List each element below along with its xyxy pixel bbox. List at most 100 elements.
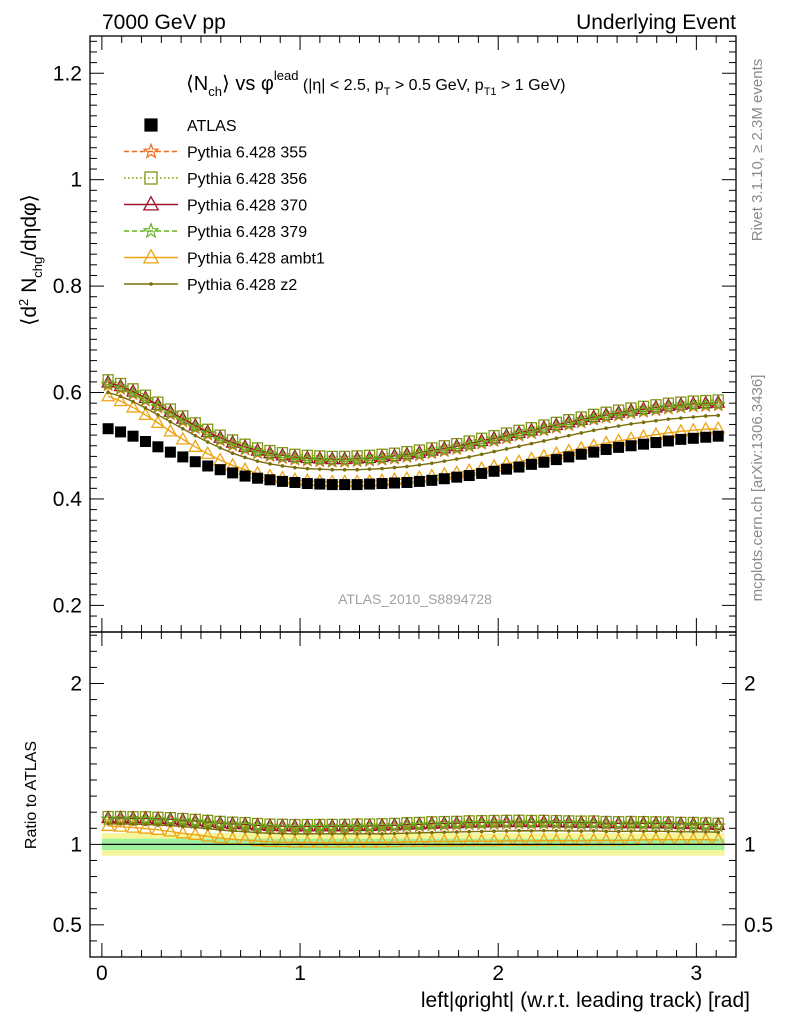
point-z2-28 xyxy=(454,457,459,461)
ratio-y-tick-label-left: 2 xyxy=(70,672,82,695)
point-z2-44 xyxy=(654,418,658,423)
point-z2-35 xyxy=(542,439,546,443)
ratio-point-p379-14 xyxy=(275,819,290,834)
point-ATLAS-28 xyxy=(451,471,463,483)
ratio-point-p379-24 xyxy=(399,817,415,832)
point-ATLAS-4 xyxy=(152,441,164,453)
header-left: 7000 GeV pp xyxy=(102,11,226,34)
ratio-point-z2-32 xyxy=(504,829,509,833)
point-z2-18 xyxy=(330,467,335,472)
ratio-point-z2-0 xyxy=(106,822,110,826)
ratio-point-ambt1-12 xyxy=(250,833,265,847)
ratio-point-p379-9 xyxy=(212,816,228,831)
series-z2 xyxy=(106,390,721,472)
ratio-point-p379-44 xyxy=(648,816,664,831)
ratio-point-z2-20 xyxy=(355,832,359,836)
point-p379-35 xyxy=(536,421,552,436)
point-p379-36 xyxy=(549,418,564,433)
legend-label-z2: Pythia 6.428 z2 xyxy=(187,277,297,294)
legend-label-ATLAS: ATLAS xyxy=(187,118,237,135)
point-p379-31 xyxy=(486,432,502,447)
ylabel-part-sup: 2 xyxy=(16,299,31,306)
point-ATLAS-2 xyxy=(127,430,139,442)
ratio-line-z2 xyxy=(108,823,719,835)
ratio-point-p379-43 xyxy=(636,816,651,831)
ratio-point-ambt1-25 xyxy=(412,833,427,847)
ratio-point-p379-49 xyxy=(710,818,726,832)
analysis-watermark: ATLAS_2010_S8894728 xyxy=(338,591,492,607)
ratio-point-p379-28 xyxy=(449,816,465,831)
point-ATLAS-30 xyxy=(476,467,488,479)
point-ATLAS-7 xyxy=(189,456,201,468)
ratio-point-p379-30 xyxy=(474,815,489,830)
point-ATLAS-17 xyxy=(314,478,326,490)
point-ATLAS-0 xyxy=(102,423,114,435)
point-ATLAS-45 xyxy=(662,435,674,447)
point-z2-5 xyxy=(168,420,173,424)
ratio-point-z2-2 xyxy=(131,822,135,826)
ratio-y-tick-label-right: 2 xyxy=(744,672,756,695)
ratio-point-z2-41 xyxy=(616,829,621,834)
legend-entry-z2: Pythia 6.428 z2 xyxy=(124,277,297,294)
point-ambt1-3 xyxy=(138,407,153,421)
ratio-y-tick-label-right: 0.5 xyxy=(744,914,773,937)
point-ambt1-2 xyxy=(125,399,141,413)
point-z2-7 xyxy=(193,433,198,438)
ratio-point-ambt1-3 xyxy=(138,820,153,834)
point-ATLAS-35 xyxy=(538,456,550,468)
point-ATLAS-46 xyxy=(675,433,687,445)
ratio-point-z2-42 xyxy=(629,829,633,833)
ratio-point-p379-37 xyxy=(561,815,577,830)
point-z2-2 xyxy=(131,399,135,404)
point-ambt1-0 xyxy=(101,388,116,402)
x-axis-label: left|φright| (w.r.t. leading track) [rad… xyxy=(421,989,750,1012)
legend-entry-p370: Pythia 6.428 370 xyxy=(124,195,307,215)
point-z2-0 xyxy=(106,390,110,395)
title-n-sub: ch xyxy=(208,84,222,99)
point-z2-22 xyxy=(380,466,384,471)
ratio-point-p379-10 xyxy=(225,817,240,832)
ratio-point-z2-25 xyxy=(417,831,422,835)
point-p379-28 xyxy=(449,440,465,455)
point-p379-32 xyxy=(499,429,514,444)
rivet-label: Rivet 3.1.10, ≥ 2.3M events xyxy=(749,59,766,242)
ratio-point-p379-23 xyxy=(387,818,402,833)
point-ATLAS-14 xyxy=(276,475,288,487)
point-ATLAS-12 xyxy=(252,472,264,484)
ratio-point-p379-40 xyxy=(598,816,614,831)
point-ATLAS-40 xyxy=(600,443,612,455)
ratio-point-ambt1-7 xyxy=(188,826,203,840)
point-z2-48 xyxy=(703,414,708,418)
ratio-point-ambt1-16 xyxy=(300,834,315,848)
ratio-point-z2-46 xyxy=(679,830,683,834)
point-z2-17 xyxy=(317,467,322,471)
legend: ATLAS Pythia 6.428 355 Pythia 6.428 356 Pyt… xyxy=(124,118,325,294)
point-z2-27 xyxy=(442,459,447,463)
ratio-point-ambt1-32 xyxy=(499,832,514,846)
point-z2-37 xyxy=(566,433,571,438)
ratio-point-ambt1-36 xyxy=(549,832,564,846)
legend-label-p356: Pythia 6.428 356 xyxy=(187,171,307,188)
ratio-point-z2-31 xyxy=(492,829,496,834)
point-ATLAS-10 xyxy=(227,467,239,479)
point-ATLAS-16 xyxy=(301,478,313,490)
point-z2-24 xyxy=(405,464,409,469)
legend-marker-p370 xyxy=(142,195,160,211)
point-ATLAS-25 xyxy=(413,475,425,487)
ratio-point-z2-18 xyxy=(330,832,335,836)
ratio-point-ambt1-5 xyxy=(163,823,178,837)
ratio-point-ambt1-33 xyxy=(511,833,527,847)
ratio-point-ambt1-8 xyxy=(200,828,215,842)
point-ATLAS-39 xyxy=(588,446,600,458)
point-ATLAS-9 xyxy=(214,464,226,476)
point-ATLAS-47 xyxy=(687,432,699,444)
point-p379-37 xyxy=(561,416,577,431)
point-z2-29 xyxy=(467,455,471,459)
point-ambt1-6 xyxy=(175,431,190,445)
ratio-point-p379-45 xyxy=(661,816,676,831)
ratio-point-z2-37 xyxy=(566,829,571,833)
point-ATLAS-23 xyxy=(388,477,400,489)
point-ambt1-9 xyxy=(213,452,228,466)
ratio-point-z2-17 xyxy=(317,832,322,836)
ratio-point-z2-28 xyxy=(454,830,459,834)
